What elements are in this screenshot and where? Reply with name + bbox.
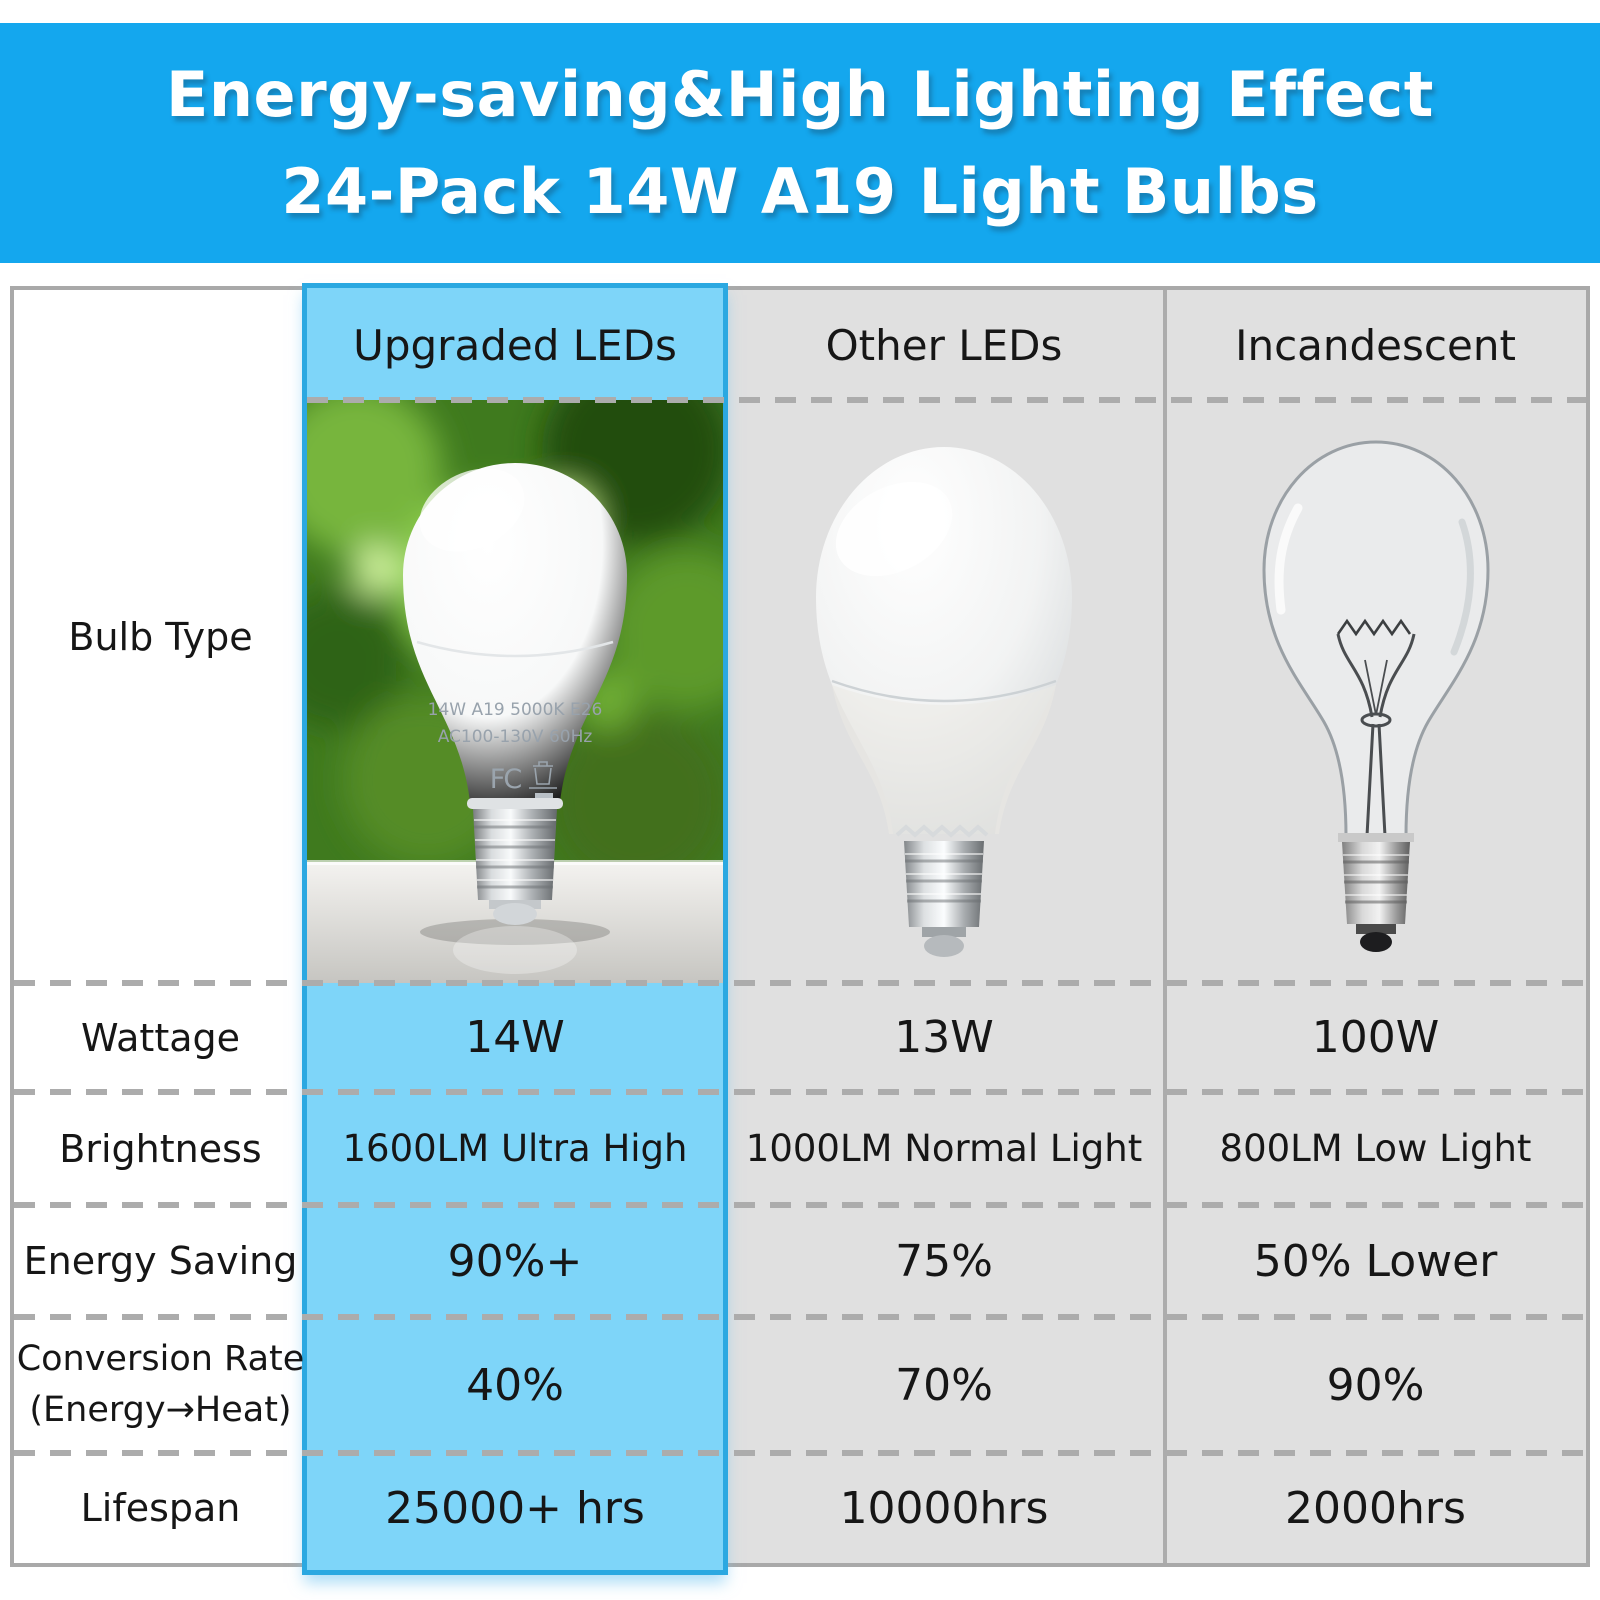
lifespan-upgraded: 25000+ hrs <box>385 1482 645 1534</box>
banner-title-line1: Energy-saving&High Lighting Effect <box>166 58 1434 131</box>
energy-saving-upgraded: 90%+ <box>447 1235 583 1287</box>
row-separator-4 <box>14 1314 1586 1320</box>
banner-title-line2: 24-Pack 14W A19 Light Bulbs <box>281 155 1319 228</box>
energy-saving-other: 75% <box>895 1235 993 1287</box>
row-separator-3 <box>14 1202 1586 1208</box>
weee-bin-icon <box>529 761 557 789</box>
column-header-incandescent: Incandescent <box>1235 320 1516 370</box>
other-led-bulb-cell <box>723 400 1165 983</box>
row-label-conversion-rate-line1: Conversion Rate <box>16 1339 305 1380</box>
conversion-rate-other: 70% <box>895 1359 993 1411</box>
wattage-upgraded: 14W <box>465 1012 565 1063</box>
bulb-print-line1: 14W A19 5000K E26 <box>428 700 603 720</box>
row-label-wattage: Wattage <box>80 1015 240 1060</box>
brightness-incandescent: 800LM Low Light <box>1219 1127 1532 1170</box>
brightness-upgraded: 1600LM Ultra High <box>342 1127 688 1170</box>
row-separator-5 <box>14 1450 1586 1456</box>
row-label-lifespan: Lifespan <box>80 1486 241 1530</box>
row-label-energy-saving: Energy Saving <box>23 1239 298 1283</box>
wattage-incandescent: 100W <box>1311 1012 1440 1063</box>
header-banner: Energy-saving&High Lighting Effect 24-Pa… <box>0 23 1600 263</box>
column-header-other-leds: Other LEDs <box>825 320 1063 370</box>
led-bulb-photo-image: 14W A19 5000K E26 AC100-130V 60Hz FC <box>307 400 723 983</box>
incandescent-bulb-image <box>1261 439 1490 952</box>
row-label-brightness: Brightness <box>59 1126 262 1171</box>
led-bulb-image <box>816 447 1072 957</box>
bulb-print-line2: AC100-130V 60Hz <box>438 727 593 747</box>
wattage-other: 13W <box>894 1012 994 1063</box>
lifespan-other: 10000hrs <box>839 1482 1049 1534</box>
comparison-table: 14W A19 5000K E26 AC100-130V 60Hz FC <box>10 283 1590 1575</box>
column-header-upgraded-leds: Upgraded LEDs <box>353 320 677 370</box>
upgraded-led-photo: 14W A19 5000K E26 AC100-130V 60Hz FC <box>307 400 723 983</box>
column-divider <box>1163 290 1167 1563</box>
fcc-mark: FC <box>490 764 522 795</box>
row-label-conversion-rate-line2: (Energy→Heat) <box>29 1390 292 1430</box>
row-separator-1 <box>14 980 1586 986</box>
energy-saving-incandescent: 50% Lower <box>1253 1235 1498 1287</box>
row-separator-2 <box>14 1089 1586 1095</box>
filament-assembly <box>1336 633 1415 836</box>
row-label-bulb-type: Bulb Type <box>68 614 253 659</box>
brightness-other: 1000LM Normal Light <box>745 1127 1143 1170</box>
lifespan-incandescent: 2000hrs <box>1285 1482 1466 1534</box>
conversion-rate-incandescent: 90% <box>1326 1359 1425 1411</box>
conversion-rate-upgraded: 40% <box>466 1359 564 1411</box>
row-label-conversion-rate: Conversion Rate (Energy→Heat) <box>14 1317 307 1453</box>
incandescent-bulb-cell <box>1165 400 1586 983</box>
row-separator-header <box>307 397 1586 403</box>
